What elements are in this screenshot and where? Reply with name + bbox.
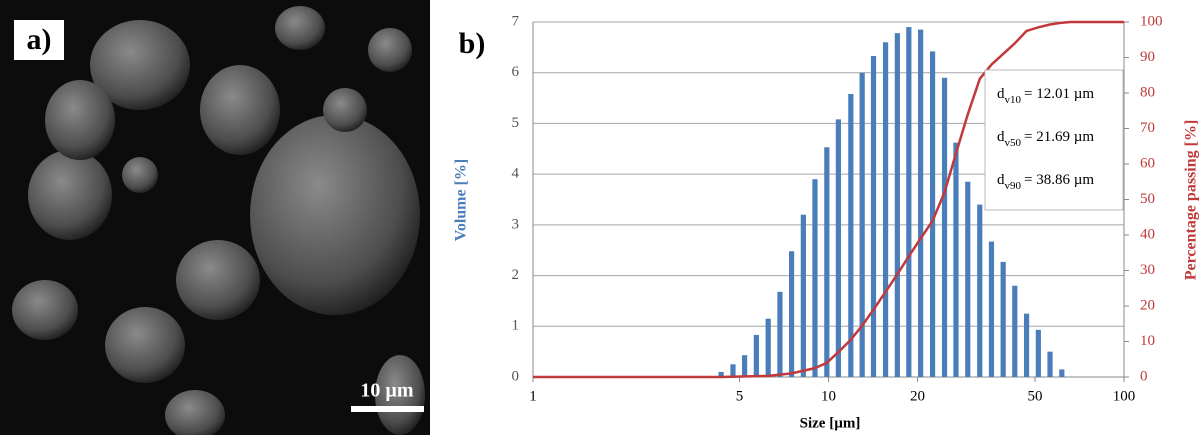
- bar: [1012, 285, 1018, 377]
- bar: [753, 334, 759, 377]
- bar: [1000, 261, 1006, 377]
- annotation-symbol: d: [997, 172, 1005, 188]
- bar: [824, 147, 830, 377]
- bar: [800, 214, 806, 377]
- annotation: dv10 = 12.01 µm: [997, 86, 1094, 105]
- bar: [1059, 369, 1065, 377]
- annotation-subscript: v90: [1005, 180, 1022, 192]
- bar: [1023, 313, 1030, 377]
- scale-bar: [351, 406, 424, 412]
- annotation-box: [984, 69, 1124, 211]
- bar: [965, 181, 971, 377]
- annotation-text: = 12.01 µm: [1024, 86, 1094, 102]
- panel-label: b): [459, 27, 486, 60]
- x-tick-label: 50: [1028, 388, 1043, 404]
- bar: [953, 142, 959, 377]
- x-tick-label: 100: [1113, 388, 1136, 404]
- bar: [730, 364, 736, 377]
- x-tick-label: 20: [910, 388, 925, 404]
- y2-tick-label: 60: [1140, 155, 1155, 171]
- annotation-symbol: d: [997, 86, 1005, 102]
- bar: [812, 179, 818, 377]
- bar: [1035, 329, 1041, 377]
- scale-bar-label: 10 µm: [360, 380, 414, 402]
- annotation-symbol: d: [997, 129, 1005, 145]
- annotation-text: = 21.69 µm: [1024, 129, 1094, 145]
- annotation: dv50 = 21.69 µm: [997, 129, 1094, 148]
- y-tick-label: 0: [512, 368, 520, 384]
- bar: [918, 29, 924, 377]
- bar: [894, 33, 900, 378]
- sem-image: a) 10 µm: [0, 0, 430, 440]
- y-axis-label: Volume [%]: [453, 159, 470, 242]
- bar: [1047, 351, 1053, 377]
- bar: [941, 77, 948, 378]
- bar: [788, 251, 795, 377]
- bar: [988, 241, 995, 377]
- y2-tick-label: 10: [1140, 333, 1155, 349]
- bar: [718, 371, 724, 377]
- y2-tick-label: 40: [1140, 226, 1155, 242]
- bar: [870, 55, 877, 377]
- y2-tick-label: 90: [1140, 49, 1155, 65]
- y2-tick-label: 20: [1140, 297, 1155, 313]
- y2-tick-label: 80: [1140, 84, 1155, 100]
- bar: [859, 72, 865, 377]
- x-tick-label: 10: [821, 388, 836, 404]
- panel-label: a): [27, 23, 52, 56]
- bar: [777, 291, 783, 377]
- bar: [882, 42, 889, 378]
- x-axis-label: Size [µm]: [800, 415, 861, 431]
- y-tick-label: 6: [512, 64, 520, 80]
- x-tick-label: 1: [529, 388, 537, 404]
- y-tick-label: 5: [512, 115, 520, 131]
- line: [533, 20, 1124, 379]
- y-tick-label: 2: [512, 267, 520, 283]
- y-tick-label: 3: [512, 216, 520, 232]
- bar: [977, 204, 983, 377]
- x-tick-label: 5: [736, 388, 744, 404]
- bar: [835, 119, 841, 377]
- y-tick-label: 4: [512, 166, 520, 182]
- y2-axis-label: Percentage passing [%]: [1183, 120, 1200, 281]
- y2-tick-label: 50: [1140, 191, 1155, 207]
- annotation: dv90 = 38.86 µm: [997, 172, 1094, 191]
- y2-tick-label: 100: [1140, 13, 1163, 29]
- y-tick-label: 1: [512, 318, 520, 334]
- bar: [906, 27, 912, 377]
- annotation-subscript: v10: [1005, 94, 1022, 106]
- bar: [765, 318, 771, 377]
- y2-tick-label: 0: [1140, 368, 1148, 384]
- annotation-subscript: v50: [1005, 137, 1022, 149]
- annotation-text: = 38.86 µm: [1024, 172, 1094, 188]
- bar: [929, 51, 936, 378]
- bar: [741, 355, 748, 377]
- y-tick-label: 7: [512, 13, 520, 29]
- bar: [848, 94, 854, 377]
- y2-tick-label: 30: [1140, 262, 1155, 278]
- y2-tick-label: 70: [1140, 120, 1155, 136]
